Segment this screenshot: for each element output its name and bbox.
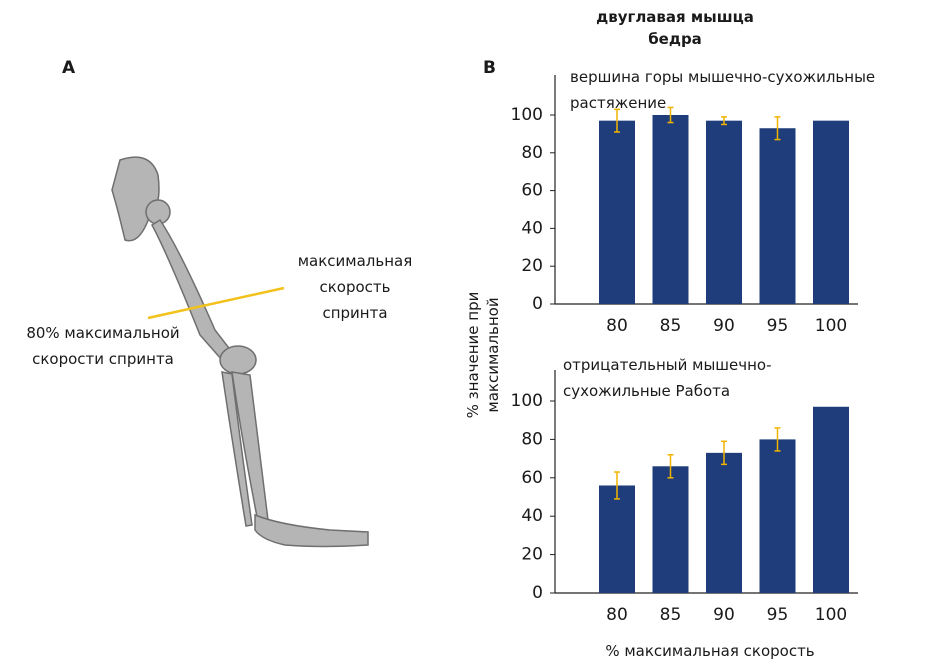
panel-label: B [483,58,496,78]
x-tick-label: 80 [606,316,628,336]
error-bar [614,471,620,500]
leg-illustration [111,156,369,548]
chart-title: вершина горы мышечно-сухожильные растяже… [570,68,876,112]
y-axis-label: % значение при максимальной [464,291,502,419]
x-tick-label: 95 [767,316,789,336]
x-tick-label: 100 [815,316,847,336]
bar [759,439,796,593]
bar [759,128,796,304]
x-tick-label: 90 [713,316,735,336]
x-tick-label: 80 [606,605,628,625]
bar [599,120,635,304]
y-tick-label: 40 [521,218,543,238]
y-tick-label: 100 [511,391,543,411]
x-axis-label: % максимальная скорость [605,642,815,660]
error-bar [721,440,727,466]
bar [652,115,689,304]
panel-label: A [62,58,76,78]
y-tick-label: 0 [532,583,543,603]
y-tick-label: 0 [532,294,543,314]
y-tick-label: 20 [521,545,543,565]
x-tick-label: 95 [767,605,789,625]
bar [706,452,742,593]
y-tick-label: 40 [521,506,543,526]
bar [652,466,689,593]
x-tick-label: 90 [713,605,735,625]
error-bar [774,427,781,452]
y-tick-label: 20 [521,256,543,276]
bar [706,120,742,304]
x-tick-label: 100 [815,605,847,625]
figure-title: двуглавая мышца бедра [596,8,754,48]
chart-title: отрицательный мышечно-сухожильные Работа [563,356,772,400]
x-tick-label: 85 [660,605,682,625]
bar [813,406,849,593]
error-bar [721,116,727,126]
annotation-line [147,286,285,320]
annotation: максимальная скорость спринта [297,252,413,322]
x-tick-label: 85 [660,316,682,336]
y-tick-label: 80 [521,429,543,449]
annotation: 80% максимальной скорости спринта [26,324,180,368]
bar [599,485,635,593]
error-bar [667,106,674,124]
bar [813,120,849,304]
y-tick-label: 60 [521,181,543,201]
y-tick-label: 60 [521,468,543,488]
y-tick-label: 80 [521,143,543,163]
y-tick-label: 100 [511,105,543,125]
error-bar [667,454,674,479]
error-bar [614,108,620,133]
error-bar [774,116,781,141]
